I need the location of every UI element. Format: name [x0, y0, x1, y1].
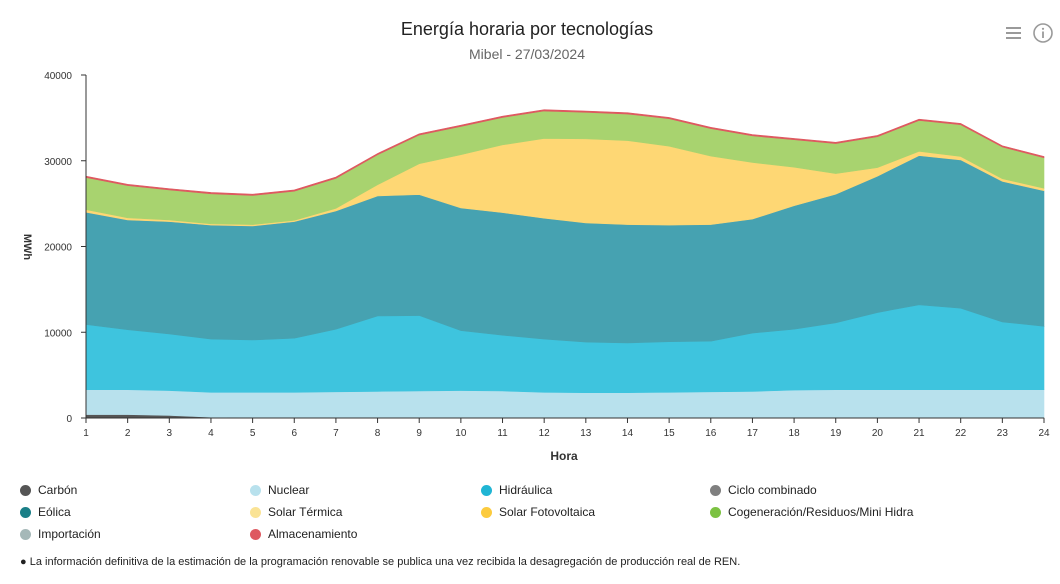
- footnote-text: La información definitiva de la estimaci…: [29, 556, 741, 568]
- legend-label: Solar Térmica: [268, 505, 343, 519]
- x-tick-label: 5: [250, 428, 256, 439]
- legend-item-nuclear[interactable]: Nuclear: [250, 483, 309, 497]
- y-tick-label: 20000: [44, 243, 72, 254]
- y-tick-label: 10000: [44, 328, 72, 339]
- legend-label: Almacenamiento: [268, 527, 358, 541]
- legend-item-solar-fotovoltaica[interactable]: Solar Fotovoltaica: [481, 505, 595, 519]
- x-tick-label: 9: [416, 428, 422, 439]
- legend-marker: [710, 506, 721, 518]
- x-tick-label: 17: [747, 428, 759, 439]
- series-area-nuclear: [85, 389, 1045, 418]
- legend-label: Carbón: [38, 483, 78, 497]
- legend-item-cogeneracion-residuos-mini-hidra[interactable]: Cogeneración/Residuos/Mini Hidra: [710, 505, 913, 519]
- legend-item-hidraulica[interactable]: Hidráulica: [481, 483, 552, 497]
- legend-label: Solar Fotovoltaica: [499, 505, 596, 519]
- legend-label: Hidráulica: [499, 483, 553, 497]
- hamburger-menu-icon[interactable]: [1003, 22, 1025, 44]
- legend-marker: [250, 506, 261, 518]
- x-tick-label: 20: [872, 428, 884, 439]
- legend-marker: [250, 484, 261, 496]
- x-tick-label: 4: [208, 428, 214, 439]
- x-tick-label: 1: [83, 428, 89, 439]
- x-tick-label: 12: [539, 428, 551, 439]
- x-tick-label: 16: [705, 428, 717, 439]
- x-tick-label: 11: [497, 428, 508, 439]
- x-tick-label: 18: [789, 428, 801, 439]
- legend-item-ciclo-combinado[interactable]: Ciclo combinado: [710, 483, 817, 497]
- x-tick-label: 23: [997, 428, 1009, 439]
- x-tick-label: 21: [913, 428, 925, 439]
- footnote: ● La información definitiva de la estima…: [20, 556, 740, 568]
- chart-subtitle: Mibel - 27/03/2024: [469, 46, 585, 62]
- legend-marker: [20, 484, 31, 496]
- legend-marker: [20, 528, 31, 540]
- x-tick-label: 13: [580, 428, 592, 439]
- legend-label: Cogeneración/Residuos/Mini Hidra: [728, 505, 914, 519]
- y-tick-label: 0: [66, 414, 72, 425]
- legend-item-eolica[interactable]: Eólica: [20, 505, 71, 519]
- chart-title: Energía horaria por tecnologías: [400, 19, 654, 39]
- legend-label: Importación: [38, 527, 101, 541]
- x-tick-label: 10: [455, 428, 467, 439]
- x-axis-label: Hora: [550, 449, 578, 463]
- x-tick-label: 7: [333, 428, 339, 439]
- legend-label: Ciclo combinado: [728, 483, 817, 497]
- x-tick-label: 19: [830, 428, 842, 439]
- y-tick-label: 40000: [44, 71, 72, 82]
- x-tick-label: 15: [664, 428, 676, 439]
- y-tick-label: 30000: [44, 157, 72, 168]
- info-circle-icon[interactable]: [1032, 22, 1054, 44]
- legend-item-almacenamiento[interactable]: Almacenamiento: [250, 527, 357, 541]
- legend-item-carbon[interactable]: Carbón: [20, 483, 77, 497]
- x-tick-label: 3: [167, 428, 173, 439]
- legend-item-solar-termica[interactable]: Solar Térmica: [250, 505, 342, 519]
- legend-item-importacion[interactable]: Importación: [20, 527, 101, 541]
- x-tick-label: 14: [622, 428, 634, 439]
- series-area-almacenamiento: [85, 109, 1045, 196]
- footnote-bullet: ●: [20, 556, 27, 568]
- x-tick-label: 2: [125, 428, 131, 439]
- legend-marker: [20, 506, 31, 518]
- legend-marker: [710, 484, 721, 496]
- x-tick-label: 24: [1038, 428, 1050, 439]
- legend-marker: [481, 506, 492, 518]
- x-tick-label: 8: [375, 428, 381, 439]
- x-tick-label: 6: [291, 428, 297, 439]
- y-axis-label: MWh: [21, 234, 33, 261]
- x-tick-label: 22: [955, 428, 967, 439]
- legend-label: Nuclear: [268, 483, 310, 497]
- legend-marker: [250, 528, 261, 540]
- legend-label: Eólica: [38, 505, 71, 519]
- legend-marker: [481, 484, 492, 496]
